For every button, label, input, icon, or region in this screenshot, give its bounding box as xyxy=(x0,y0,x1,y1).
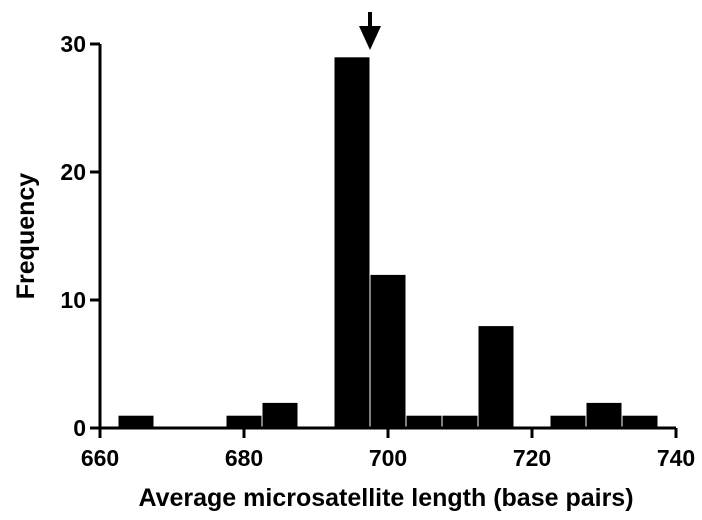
x-tick-label: 740 xyxy=(657,445,695,471)
histogram-bar xyxy=(477,325,515,429)
histogram-bar xyxy=(549,414,587,429)
histogram-bars xyxy=(117,56,659,429)
x-axis-title: Average microsatellite length (base pair… xyxy=(138,484,633,512)
histogram-bar xyxy=(441,414,479,429)
x-axis-ticks: 660 680 700 720 740 xyxy=(81,428,695,471)
histogram-bar xyxy=(117,414,155,429)
arrow-head xyxy=(359,26,381,50)
x-tick-label: 700 xyxy=(369,445,407,471)
histogram-bar xyxy=(333,56,371,429)
x-tick-label: 660 xyxy=(81,445,119,471)
x-tick-label: 720 xyxy=(513,445,551,471)
y-tick-label: 10 xyxy=(60,287,86,313)
histogram-bar xyxy=(621,414,659,429)
annotation-arrow xyxy=(359,12,381,50)
y-axis-ticks: 0 10 20 30 xyxy=(60,31,100,441)
histogram-bar xyxy=(405,414,443,429)
histogram-bar xyxy=(369,273,407,429)
histogram-bar xyxy=(261,401,299,429)
histogram-bar xyxy=(225,414,263,429)
y-tick-label: 0 xyxy=(73,415,86,441)
x-tick-label: 680 xyxy=(225,445,263,471)
y-axis-title: Frequency xyxy=(12,173,40,300)
y-tick-label: 30 xyxy=(60,31,86,57)
histogram-bar xyxy=(585,401,623,429)
y-tick-label: 20 xyxy=(60,159,86,185)
